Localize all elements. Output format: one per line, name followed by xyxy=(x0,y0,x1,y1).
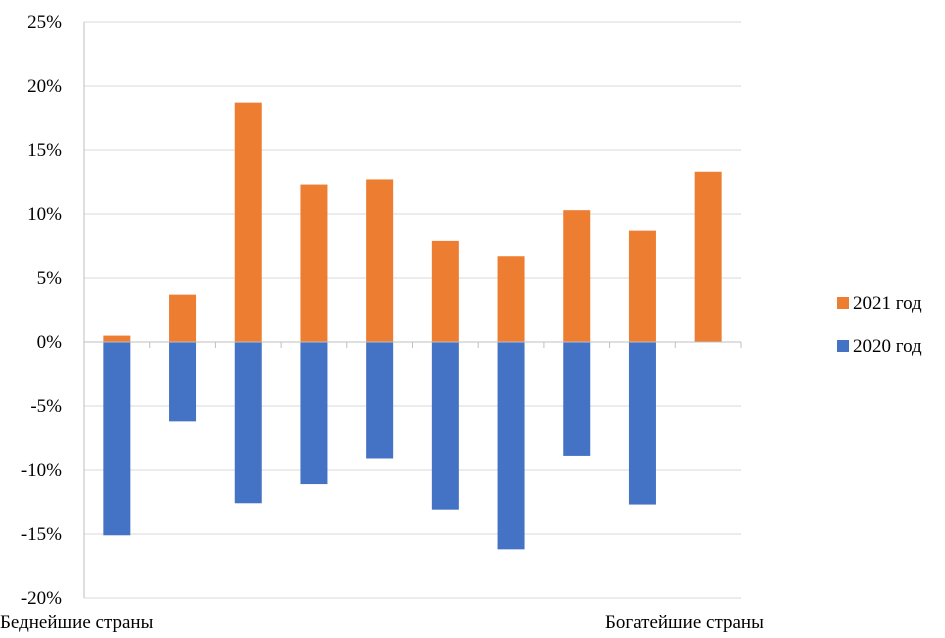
y-tick-label: -20% xyxy=(21,588,62,609)
legend-swatch xyxy=(837,297,849,309)
bar-series1 xyxy=(366,179,394,342)
bar-series1 xyxy=(234,102,262,342)
bar-series2 xyxy=(366,342,394,459)
y-tick-label: -10% xyxy=(21,460,62,481)
bar-series1 xyxy=(694,171,722,342)
bar-series2 xyxy=(431,342,459,510)
legend: 2021 год 2020 год xyxy=(837,293,922,357)
legend-swatch xyxy=(837,340,849,352)
y-tick-label: 15% xyxy=(27,140,62,161)
y-tick-label: 10% xyxy=(27,204,62,225)
bar-series2 xyxy=(300,342,328,485)
bar-series1 xyxy=(628,230,656,342)
y-tick-label: -5% xyxy=(30,396,62,417)
y-axis-tick-labels: 25% 20% 15% 10% 5% 0% -5% -10% -15% -20% xyxy=(21,12,62,609)
y-tick-label: 20% xyxy=(27,76,62,97)
bar-series1 xyxy=(300,184,328,342)
legend-label: 2021 год xyxy=(853,293,922,314)
bar-series2 xyxy=(497,342,525,550)
y-tick-label: 5% xyxy=(37,268,63,289)
bar-series2 xyxy=(169,342,197,422)
y-tick-label: -15% xyxy=(21,524,62,545)
legend-label: 2020 год xyxy=(853,336,922,357)
bar-series2 xyxy=(103,342,131,536)
bar-series1 xyxy=(169,294,197,342)
bar-series1 xyxy=(497,256,525,342)
bar-series2 xyxy=(234,342,262,504)
axes xyxy=(83,22,742,598)
bar-series1 xyxy=(103,335,131,342)
bar-series1 xyxy=(431,240,459,342)
bar-series2 xyxy=(563,342,591,456)
bar-series2 xyxy=(628,342,656,505)
y-tick-label: 25% xyxy=(27,12,62,33)
bar-series1 xyxy=(563,210,591,342)
bars xyxy=(103,102,722,550)
x-start-label: Беднейшие страны xyxy=(0,612,154,633)
y-tick-label: 0% xyxy=(37,332,63,353)
x-end-label: Богатейшие страны xyxy=(605,612,764,633)
